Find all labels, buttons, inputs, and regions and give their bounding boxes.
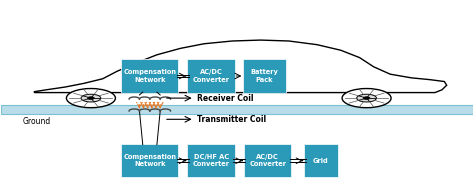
Circle shape [363,97,370,99]
Text: Compensation
Network: Compensation Network [123,154,176,168]
Circle shape [357,94,376,102]
FancyBboxPatch shape [121,144,178,177]
Text: Receiver Coil: Receiver Coil [197,94,254,103]
FancyBboxPatch shape [1,105,473,114]
FancyBboxPatch shape [187,59,235,93]
Polygon shape [35,40,447,93]
FancyBboxPatch shape [187,144,235,177]
FancyBboxPatch shape [244,144,292,177]
Text: Compensation
Network: Compensation Network [123,69,176,83]
Text: Transmitter Coil: Transmitter Coil [197,115,266,124]
Text: Grid: Grid [313,158,328,164]
Circle shape [342,88,391,108]
Text: Battery
Pack: Battery Pack [250,69,278,83]
Text: Ground: Ground [23,117,51,126]
Text: DC/HF AC
Converter: DC/HF AC Converter [192,154,229,168]
Text: AC/DC
Converter: AC/DC Converter [192,69,229,83]
Text: AC/DC
Converter: AC/DC Converter [249,154,286,168]
Circle shape [88,97,94,99]
FancyBboxPatch shape [121,59,178,93]
Circle shape [66,88,116,108]
FancyBboxPatch shape [304,144,337,177]
FancyBboxPatch shape [243,59,286,93]
Circle shape [81,94,101,102]
